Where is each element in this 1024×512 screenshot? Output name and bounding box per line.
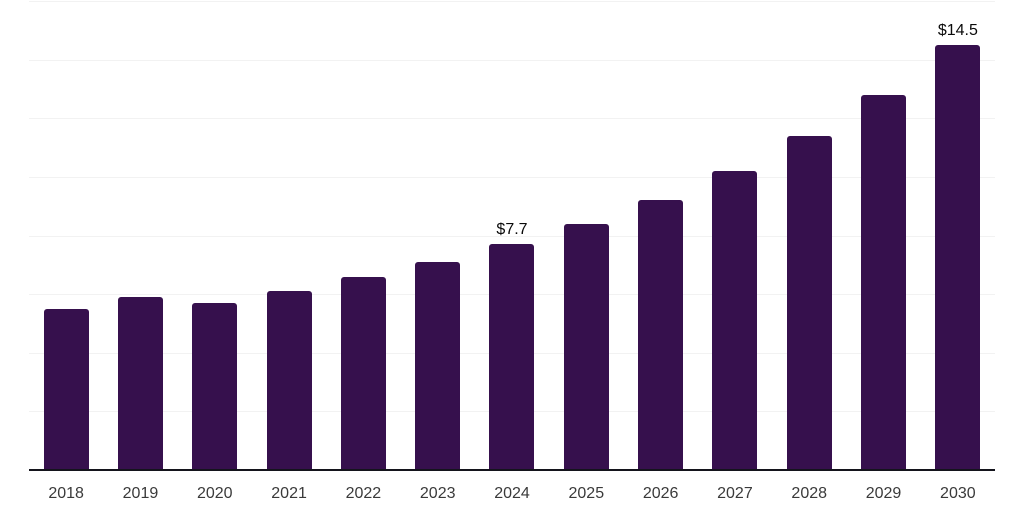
bar-slot-2030: $14.5 <box>921 0 995 470</box>
x-tick-label-2023: 2023 <box>419 485 456 502</box>
x-tick-label-2022: 2022 <box>345 485 382 502</box>
gridline <box>29 235 995 237</box>
bar-slot-2028 <box>772 0 846 470</box>
bar-2021 <box>266 291 312 470</box>
x-tick-label-2020: 2020 <box>196 485 233 502</box>
bar-value-label-2024: $7.7 <box>496 221 528 239</box>
gridline <box>29 59 995 61</box>
bar-slot-2025 <box>549 0 623 470</box>
bar-slot-2029 <box>846 0 920 470</box>
bar-2022 <box>340 276 386 470</box>
bar-value-label-2030: $14.5 <box>937 22 978 40</box>
bar-slot-2020 <box>178 0 252 470</box>
bar-2024 <box>489 244 535 470</box>
bar-slot-2019 <box>103 0 177 470</box>
bar-slot-2026 <box>623 0 697 470</box>
bar-2028 <box>786 135 832 470</box>
bar-slot-2018 <box>29 0 103 470</box>
bar-2027 <box>712 171 758 470</box>
bar-2018 <box>43 308 89 470</box>
x-tick-label-2029: 2029 <box>865 485 902 502</box>
gridline <box>29 177 995 178</box>
bar-slot-2021 <box>252 0 326 470</box>
bar-slot-2027 <box>698 0 772 470</box>
x-tick-label-2018: 2018 <box>48 485 84 502</box>
x-tick-label-2026: 2026 <box>642 485 679 502</box>
gridline <box>29 1 995 3</box>
x-tick-label-2024: 2024 <box>494 485 530 502</box>
x-tick-label-2027: 2027 <box>717 485 753 502</box>
bar-2026 <box>638 200 684 470</box>
bar-2025 <box>563 223 609 470</box>
x-tick-label-2021: 2021 <box>271 485 307 502</box>
bar-2023 <box>415 261 461 470</box>
bar-slot-2024: $7.7 <box>475 0 549 470</box>
x-tick-label-2019: 2019 <box>122 485 159 502</box>
bar-2020 <box>192 303 238 470</box>
x-tick-label-2030: 2030 <box>940 485 976 502</box>
x-axis-line <box>29 469 995 471</box>
x-tick-label-2028: 2028 <box>791 485 828 502</box>
x-tick-label-2025: 2025 <box>568 485 605 502</box>
bar-slot-2023 <box>401 0 475 470</box>
bar-2030 <box>935 45 981 470</box>
gridline <box>29 118 995 120</box>
bar-2029 <box>861 94 907 470</box>
bar-2019 <box>117 297 163 470</box>
bar-slot-2022 <box>326 0 400 470</box>
